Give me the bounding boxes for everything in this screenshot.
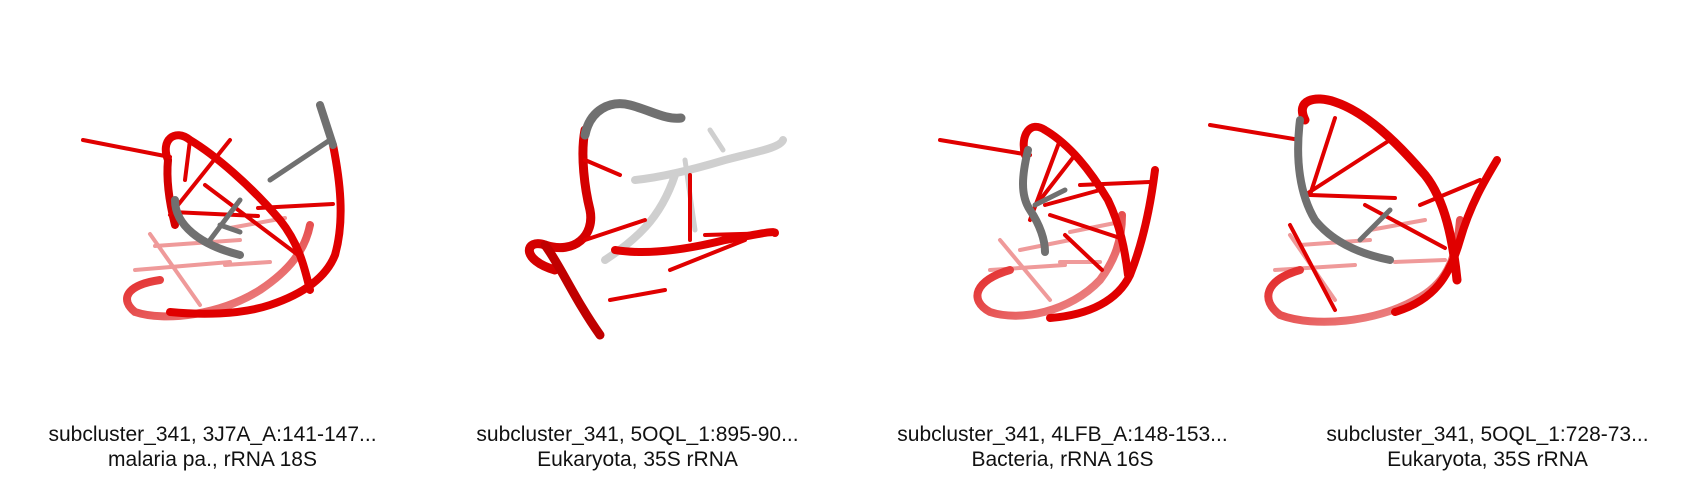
panel-caption-title: subcluster_341, 3J7A_A:141-147... <box>48 423 377 446</box>
structure-panel-4[interactable]: subcluster_341, 5OQL_1:728-73... Eukaryo… <box>1208 0 1700 480</box>
panel-caption-subtitle: Bacteria, rRNA 16S <box>971 448 1154 471</box>
structure-panel-2[interactable]: subcluster_341, 5OQL_1:895-90... Eukaryo… <box>425 0 850 480</box>
rna-structure-render-4 <box>1208 94 1501 326</box>
panel-caption-subtitle: Eukaryota, 35S rRNA <box>1387 448 1588 471</box>
rna-structure-render-1 <box>81 101 345 321</box>
panel-caption-title: subcluster_341, 5OQL_1:895-90... <box>476 423 799 446</box>
structure-panel-1[interactable]: subcluster_341, 3J7A_A:141-147... malari… <box>0 0 425 480</box>
panel-caption-title: subcluster_341, 4LFB_A:148-153... <box>897 423 1228 446</box>
rna-structure-render-2 <box>524 99 787 340</box>
panel-caption-title: subcluster_341, 5OQL_1:728-73... <box>1326 423 1649 446</box>
panel-caption-subtitle: Eukaryota, 35S rRNA <box>537 448 738 471</box>
structure-panel-3[interactable]: subcluster_341, 4LFB_A:148-153... Bacter… <box>850 0 1275 480</box>
panel-caption-subtitle: malaria pa., rRNA 18S <box>108 448 317 471</box>
rna-structure-render-3 <box>938 122 1159 322</box>
